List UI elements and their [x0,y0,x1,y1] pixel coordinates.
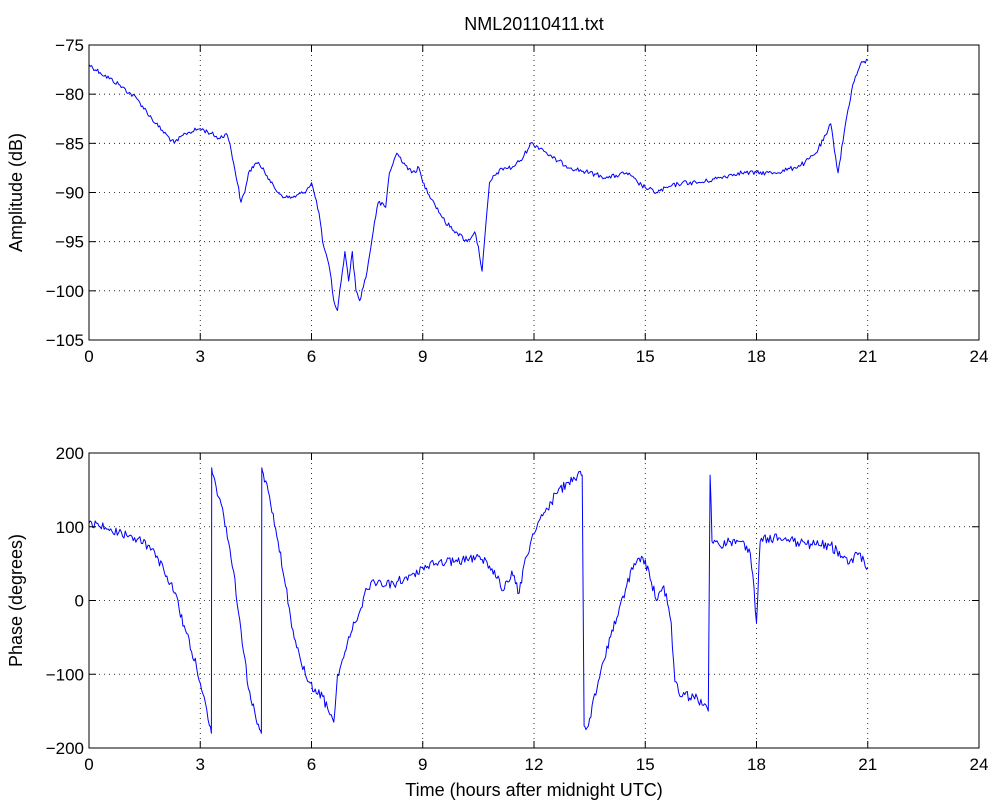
amplitude-panel: 0 3 6 9 12 15 18 21 24 −105 −100 −95 −90 −85 −80 −75 Amp… [6,36,988,366]
y-tick-label: −80 [55,85,84,104]
x-tick-label: 3 [196,755,205,774]
y-tick-label: 100 [56,518,84,537]
x-tick-label: 6 [307,347,316,366]
x-tick-label: 0 [84,347,93,366]
y-tick-label: −100 [46,282,84,301]
data-series-line [88,467,869,734]
x-axis-label: Time (hours after midnight UTC) [405,780,662,800]
x-tick-label: 21 [858,755,877,774]
phase-panel: 0 3 6 9 12 15 18 21 24 −200 −100 0 100 200 Phase (degr… [6,444,988,800]
x-tick-label: 0 [84,755,93,774]
y-tick-label: −75 [55,36,84,55]
x-tick-label: 18 [747,347,766,366]
x-tick-label: 21 [858,347,877,366]
x-tick-label: 12 [525,755,544,774]
x-tick-label: 9 [418,755,427,774]
data-series-line [88,58,868,311]
y-axis-label: Amplitude (dB) [6,133,26,252]
y-tick-label: −200 [46,739,84,758]
y-axis-label: Phase (degrees) [6,534,26,667]
y-tick-label: −100 [46,665,84,684]
x-tick-label: 15 [636,755,655,774]
y-tick-label: −90 [55,184,84,203]
y-tick-label: −95 [55,233,84,252]
x-tick-label: 18 [747,755,766,774]
y-tick-label: −85 [55,134,84,153]
y-tick-label: 200 [56,444,84,463]
x-tick-label: 6 [307,755,316,774]
x-tick-label: 24 [970,347,989,366]
chart-title: NML20110411.txt [464,14,603,34]
x-tick-label: 24 [970,755,989,774]
y-tick-label: −105 [46,331,84,350]
x-tick-label: 15 [636,347,655,366]
y-tick-label: 0 [75,592,84,611]
x-tick-label: 12 [525,347,544,366]
x-tick-label: 3 [196,347,205,366]
x-tick-label: 9 [418,347,427,366]
